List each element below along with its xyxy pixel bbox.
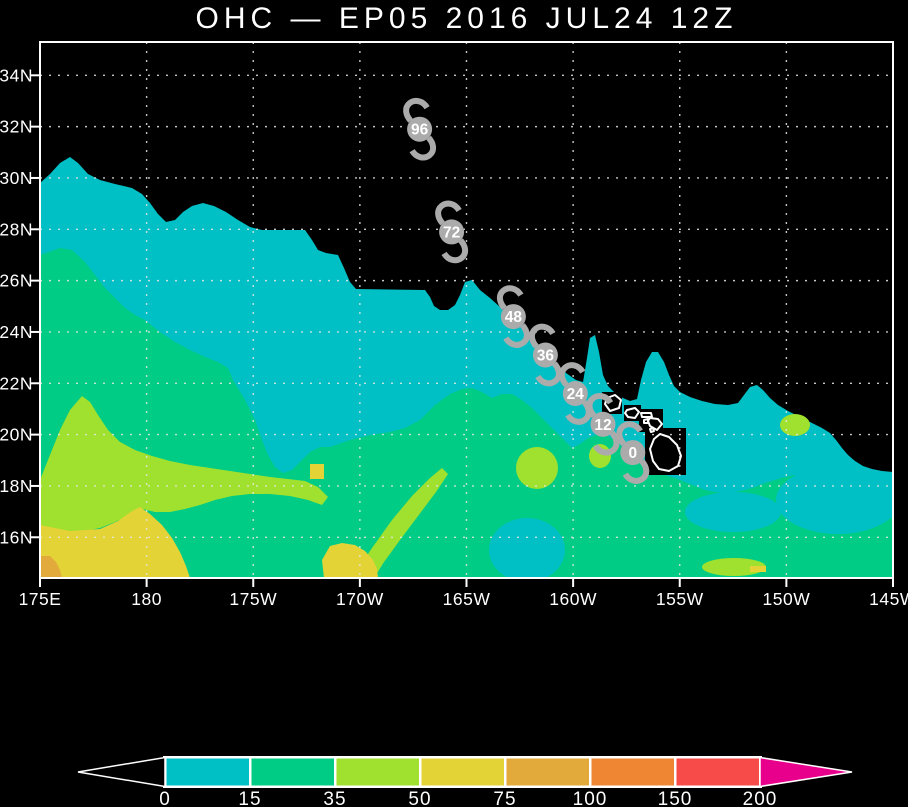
storm-symbol-h36: 36 xyxy=(528,323,562,387)
colorbar-tick-label: 35 xyxy=(323,789,346,807)
hurricane-icon xyxy=(590,411,616,437)
lat-tick-label: 22N xyxy=(0,373,33,393)
storm-hour-label: 48 xyxy=(505,309,523,326)
storm-symbol-h48: 48 xyxy=(496,285,530,348)
lat-tick-label: 16N xyxy=(0,527,33,547)
ohc-50-75-speck xyxy=(750,566,766,572)
hurricane-icon xyxy=(586,393,614,418)
ohc-50-75-main xyxy=(40,507,190,578)
storm-symbol-h72: 72 xyxy=(435,200,469,264)
hurricane-icon xyxy=(532,342,558,368)
lat-tick-label: 24N xyxy=(0,322,33,342)
colorbar-tick-label: 150 xyxy=(658,789,693,807)
lat-tick-label: 34N xyxy=(0,65,33,85)
hurricane-icon xyxy=(558,362,586,388)
lat-tick-label: 32N xyxy=(0,117,33,137)
ohc-35-50-crescent xyxy=(40,396,328,532)
colorbar-segment xyxy=(166,758,249,786)
map-frame xyxy=(39,41,894,579)
hurricane-icon xyxy=(622,459,650,484)
hurricane-icon xyxy=(616,421,643,447)
lon-tick-label: 145W xyxy=(869,589,908,609)
colorbar-segment xyxy=(506,758,589,786)
ohc-35-50-blob1 xyxy=(516,447,558,489)
hurricane-icon xyxy=(439,219,465,245)
colorbar-right-arrow xyxy=(759,756,853,788)
lat-tick-label: 20N xyxy=(0,425,33,445)
ohc-35-50-blob3 xyxy=(780,414,810,436)
ohc-35-50-band xyxy=(352,468,448,578)
storm-symbol-h96: 96 xyxy=(403,97,437,161)
hurricane-icon xyxy=(503,323,530,348)
lon-tick-label: 160W xyxy=(549,589,597,609)
island-hawaii-big-island xyxy=(649,433,682,472)
ohc-50-75-square xyxy=(310,464,324,479)
ohc-0-15-pool-south xyxy=(489,518,565,578)
hurricane-icon xyxy=(620,440,646,466)
hurricane-icon xyxy=(409,135,437,161)
lon-tick-label: 175E xyxy=(19,589,62,609)
hurricane-icon xyxy=(528,323,556,349)
storm-hour-label: 72 xyxy=(443,224,460,241)
hurricane-icon xyxy=(403,97,430,123)
lat-tick-label: 26N xyxy=(0,271,33,291)
colorbar-tick-label: 50 xyxy=(408,789,431,807)
lon-tick-label: 150W xyxy=(763,589,811,609)
hurricane-icon xyxy=(535,361,562,387)
hurricane-icon xyxy=(435,200,462,226)
colorbar-tick-label: 75 xyxy=(493,789,516,807)
ohc-75-100-corner xyxy=(40,556,62,578)
hurricane-icon xyxy=(562,381,588,406)
colorbar-segment xyxy=(676,758,759,786)
storm-track: 96 72 48 36 24 12 0 xyxy=(403,97,650,484)
hurricane-icon xyxy=(407,116,433,142)
lat-tick-label: 28N xyxy=(0,219,33,239)
colorbar-segment xyxy=(591,758,674,786)
lon-tick-label: 175W xyxy=(229,589,277,609)
island-maui xyxy=(647,417,663,431)
plot-title: OHC — EP05 2016 JUL24 12Z xyxy=(195,2,738,35)
colorbar-left-arrow xyxy=(77,756,166,788)
island-kahoolawe xyxy=(649,427,655,433)
hurricane-icon xyxy=(592,430,620,456)
colorbar-tick-label: 200 xyxy=(743,789,778,807)
storm-hour-label: 12 xyxy=(594,417,611,434)
hurricane-icon xyxy=(496,285,524,311)
storm-hour-label: 36 xyxy=(537,348,555,365)
hurricane-icon xyxy=(441,238,469,264)
lat-tick-label: 30N xyxy=(0,168,33,188)
storm-symbol-h0: 0 xyxy=(616,421,650,484)
ohc-0-15-pool-east1 xyxy=(685,492,781,532)
colorbar-tick-label: 0 xyxy=(159,789,171,807)
colorbar-segment xyxy=(251,758,334,786)
lon-tick-label: 165W xyxy=(443,589,491,609)
colorbar-tick-label: 15 xyxy=(238,789,261,807)
lon-tick-label: 155W xyxy=(656,589,704,609)
colorbar-tick-label: 100 xyxy=(573,789,608,807)
lon-tick-label: 180 xyxy=(131,589,162,609)
colorbar-segment xyxy=(336,758,419,786)
ohc-50-75-patch xyxy=(322,543,378,578)
colorbar: 0 15 35 50 75 100 150 200 xyxy=(77,756,853,807)
axes: 34N 32N 30N 28N 26N 24N 22N 20N 18N 16N 175E 180 175… xyxy=(0,65,908,609)
island-molokai xyxy=(640,412,653,418)
lon-tick-label: 170W xyxy=(336,589,384,609)
colorbar-segment xyxy=(421,758,504,786)
storm-hour-label: 0 xyxy=(628,445,637,462)
storm-hour-label: 96 xyxy=(411,122,429,139)
storm-symbol-h12: 12 xyxy=(586,393,620,456)
ohc-0-15-pool-east2 xyxy=(776,466,893,534)
lat-tick-label: 18N xyxy=(0,476,33,496)
storm-hour-label: 24 xyxy=(567,386,585,403)
hurricane-icon xyxy=(500,304,526,330)
island-oahu xyxy=(624,407,640,419)
